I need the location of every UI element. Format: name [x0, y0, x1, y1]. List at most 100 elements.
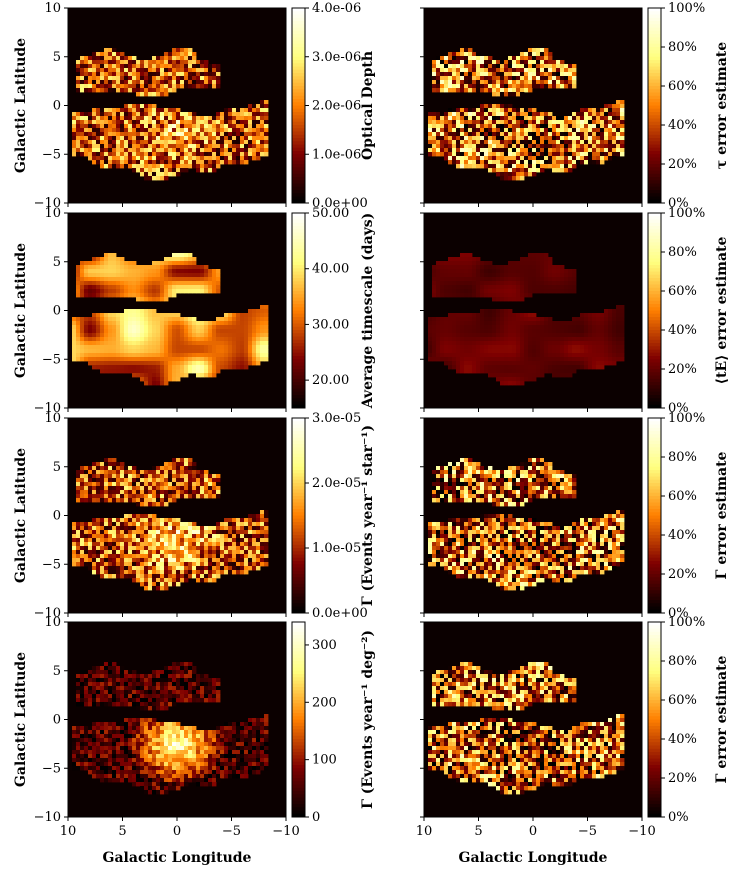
heatmap-cell [552, 152, 557, 157]
heatmap-cell [256, 144, 261, 149]
heatmap-cell [492, 317, 497, 322]
heatmap-cell [160, 88, 165, 93]
heatmap-cell [104, 498, 109, 503]
heatmap-cell [76, 64, 81, 69]
heatmap-cell [96, 329, 101, 334]
heatmap-cell [496, 313, 501, 318]
heatmap-cell [104, 365, 109, 370]
heatmap-cell [92, 490, 97, 495]
heatmap-cell [592, 140, 597, 145]
heatmap-cell [488, 148, 493, 153]
heatmap-cell [476, 317, 481, 322]
heatmap-cell [104, 164, 109, 169]
heatmap-cell [468, 277, 473, 282]
heatmap-cell [172, 257, 177, 262]
colorbar-gradient-step [648, 147, 661, 152]
heatmap-cell [248, 104, 253, 109]
heatmap-cell [152, 317, 157, 322]
heatmap-cell [72, 132, 77, 137]
heatmap-cell [108, 518, 113, 523]
heatmap-cell [200, 164, 205, 169]
heatmap-cell [160, 313, 165, 318]
heatmap-cell [540, 273, 545, 278]
heatmap-cell [116, 490, 121, 495]
heatmap-cell [160, 144, 165, 149]
heatmap-cell [612, 120, 617, 125]
heatmap-cell [496, 297, 501, 302]
heatmap-cell [264, 313, 269, 318]
heatmap-cell [236, 152, 241, 157]
heatmap-cell [168, 518, 173, 523]
heatmap-cell [88, 60, 93, 65]
heatmap-cell [184, 353, 189, 358]
heatmap-cell [128, 152, 133, 157]
heatmap-cell [592, 317, 597, 322]
heatmap-cell [444, 112, 449, 117]
heatmap-cell [172, 478, 177, 483]
heatmap-cell [120, 361, 125, 366]
heatmap-cell [480, 116, 485, 121]
heatmap-cell [196, 168, 201, 173]
heatmap-cell [516, 116, 521, 121]
heatmap-cell [256, 361, 261, 366]
heatmap-cell [152, 136, 157, 141]
heatmap-cell [104, 116, 109, 121]
heatmap-cell [84, 349, 89, 354]
heatmap-cell [444, 317, 449, 322]
heatmap-cell [100, 273, 105, 278]
heatmap-cell [168, 466, 173, 471]
heatmap-cell [524, 76, 529, 81]
heatmap-cell [100, 164, 105, 169]
heatmap-cell [168, 144, 173, 149]
heatmap-cell [504, 285, 509, 290]
heatmap-cell [80, 152, 85, 157]
heatmap-cell [80, 490, 85, 495]
heatmap-cell [460, 80, 465, 85]
heatmap-cell [448, 341, 453, 346]
heatmap-cell [512, 168, 517, 173]
heatmap-cell [448, 325, 453, 330]
heatmap-cell [248, 116, 253, 121]
heatmap-cell [180, 486, 185, 491]
heatmap-cell [488, 325, 493, 330]
heatmap-cell [188, 132, 193, 137]
heatmap-cell [116, 486, 121, 491]
heatmap-cell [116, 365, 121, 370]
heatmap-cell [464, 317, 469, 322]
heatmap-cell [140, 120, 145, 125]
heatmap-cell [200, 361, 205, 366]
heatmap-cell [124, 309, 129, 314]
heatmap-cell [96, 88, 101, 93]
heatmap-cell [508, 72, 513, 77]
heatmap-cell [120, 136, 125, 141]
heatmap-cell [620, 341, 625, 346]
heatmap-cell [184, 269, 189, 274]
heatmap-cell [88, 152, 93, 157]
heatmap-cell [176, 148, 181, 153]
heatmap-cell [616, 325, 621, 330]
heatmap-cell [100, 349, 105, 354]
heatmap-cell [164, 60, 169, 65]
colorbar-gradient-step [292, 47, 305, 51]
heatmap-cell [500, 361, 505, 366]
heatmap-cell [532, 48, 537, 53]
heatmap-cell [104, 148, 109, 153]
heatmap-cell [168, 56, 173, 61]
heatmap-cell [80, 321, 85, 326]
heatmap-cell [508, 265, 513, 270]
heatmap-cell [180, 466, 185, 471]
heatmap-cell [80, 124, 85, 129]
heatmap-cell [140, 148, 145, 153]
heatmap-cell [524, 132, 529, 137]
heatmap-cell [516, 261, 521, 266]
colorbar-gradient-step [292, 330, 305, 334]
heatmap-cell [228, 353, 233, 358]
heatmap-cell [156, 333, 161, 338]
heatmap-cell [492, 124, 497, 129]
heatmap-cell [204, 325, 209, 330]
heatmap-cell [132, 482, 137, 487]
heatmap-cell [536, 253, 541, 258]
heatmap-cell [188, 494, 193, 499]
heatmap-cell [568, 116, 573, 121]
heatmap-cell [240, 116, 245, 121]
